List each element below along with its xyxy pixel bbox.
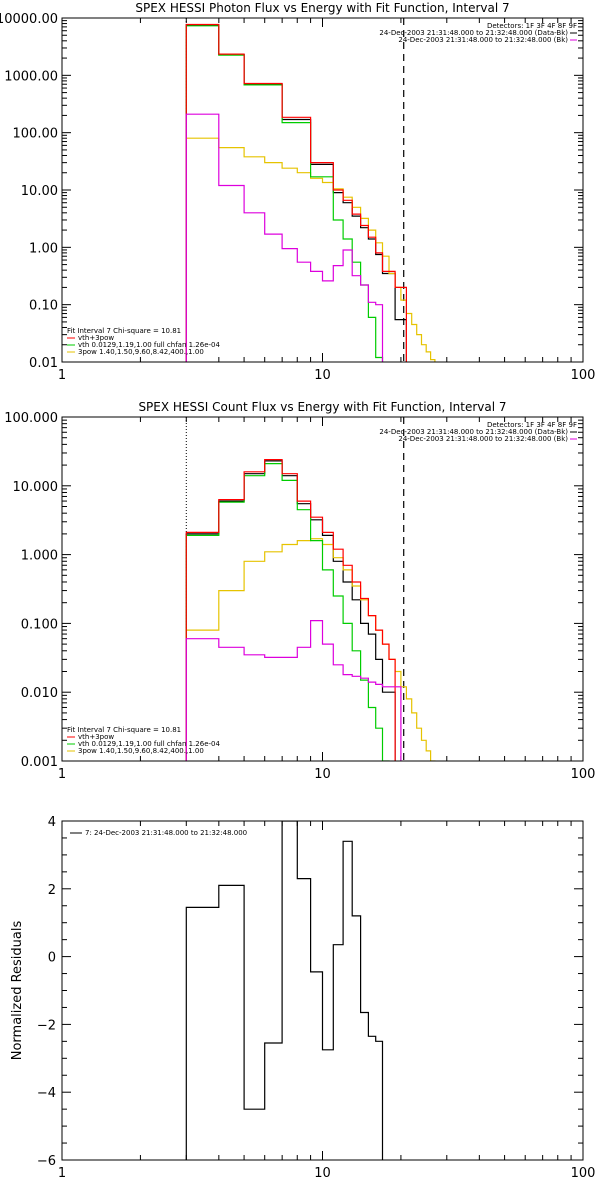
legend-detectors: Detectors: 1F 3F 4F 8F 9F (487, 22, 577, 30)
legend-bk-label: 24-Dec-2003 21:31:48.000 to 21:32:48.000… (398, 435, 568, 443)
legend-entry: 3pow 1.40,1.50,9.60,8.42,400.,1.00 (78, 747, 204, 755)
y-tick-label: 4 (48, 815, 56, 830)
y-tick-label: 1.000 (21, 549, 58, 564)
plot-area (185, 417, 436, 761)
x-tick-label: 100 (571, 368, 596, 383)
series-vth-3pow (185, 459, 396, 761)
y-tick-label: 100.000 (4, 411, 58, 426)
y-tick-label: 1.00 (29, 241, 58, 256)
y-tick-label: 10.00 (21, 184, 58, 199)
legend-fit-info: Fit Interval 7 Chi-square = 10.81 (67, 726, 181, 734)
legend-data-label: 24-Dec-2003 21:31:48.000 to 21:32:48.000… (379, 428, 568, 436)
legend-entry: vth+3pow (78, 733, 114, 741)
residuals-chart: Normalized Residuals 1 10 100 −6 −4 −2 0 2 4 7: 24… (10, 815, 596, 1181)
x-tick-label: 100 (571, 767, 596, 782)
series-vth-3pow (185, 23, 407, 362)
series-bk (185, 113, 384, 362)
plot-area (185, 18, 436, 362)
x-tick-label: 10 (314, 1166, 331, 1181)
y-tick-label: 2 (48, 883, 56, 898)
series-residuals (185, 821, 384, 1160)
y-tick-label: −6 (37, 1154, 56, 1169)
y-tick-label: 1000.00 (4, 69, 58, 84)
y-tick-label: 0 (48, 951, 56, 966)
legend-data-label: 24-Dec-2003 21:31:48.000 to 21:32:48.000… (379, 29, 568, 37)
legend-bk-label: 24-Dec-2003 21:31:48.000 to 21:32:48.000… (398, 36, 568, 44)
y-tick-label: 0.100 (21, 617, 58, 632)
y-tick-label: 10000.00 (0, 12, 58, 27)
legend-entry: vth 0.0129,1.19,1.00 full chfan 1.26e-04 (78, 341, 220, 349)
x-tick-label: 1 (58, 1166, 66, 1181)
series-3pow (185, 137, 436, 362)
y-tick-label: 0.10 (29, 299, 58, 314)
legend-entry: 7: 24-Dec-2003 21:31:48.000 to 21:32:48.… (85, 829, 247, 837)
y-tick-label: 0.01 (29, 356, 58, 371)
y-tick-label: 0.001 (21, 755, 58, 770)
plot-frame (61, 17, 584, 363)
chart-title: SPEX HESSI Photon Flux vs Energy with Fi… (135, 1, 509, 15)
series-bk (185, 620, 402, 761)
x-tick-label: 10 (314, 767, 331, 782)
y-tick-label: 100.00 (13, 127, 59, 142)
series-data-bk (185, 460, 396, 761)
plot-area (185, 821, 384, 1160)
y-tick-label: 0.010 (21, 686, 58, 701)
legend-entry: vth+3pow (78, 334, 114, 342)
plot-frame (61, 820, 584, 1161)
x-tick-label: 1 (58, 368, 66, 383)
x-tick-label: 100 (571, 1166, 596, 1181)
legend-fit-info: Fit Interval 7 Chi-square = 10.81 (67, 327, 181, 335)
series-3pow (185, 538, 436, 761)
count-flux-chart: SPEX HESSI Count Flux vs Energy with Fit… (4, 400, 596, 782)
plot-frame (61, 416, 584, 762)
photon-flux-chart: SPEX HESSI Photon Flux vs Energy with Fi… (0, 1, 596, 383)
legend-entry: vth 0.0129,1.19,1.00 full chfan 1.26e-04 (78, 740, 220, 748)
x-tick-label: 10 (314, 368, 331, 383)
y-tick-label: −4 (37, 1086, 56, 1101)
y-tick-label: −2 (37, 1018, 56, 1033)
y-axis-label: Normalized Residuals (10, 921, 25, 1061)
y-tick-label: 10.000 (13, 480, 59, 495)
legend-entry: 3pow 1.40,1.50,9.60,8.42,400.,1.00 (78, 348, 204, 356)
series-data-bk (185, 24, 407, 362)
series-vth (185, 463, 390, 761)
x-tick-label: 1 (58, 767, 66, 782)
chart-title: SPEX HESSI Count Flux vs Energy with Fit… (138, 400, 506, 414)
legend-detectors: Detectors: 1F 3F 4F 8F 9F (487, 421, 577, 429)
